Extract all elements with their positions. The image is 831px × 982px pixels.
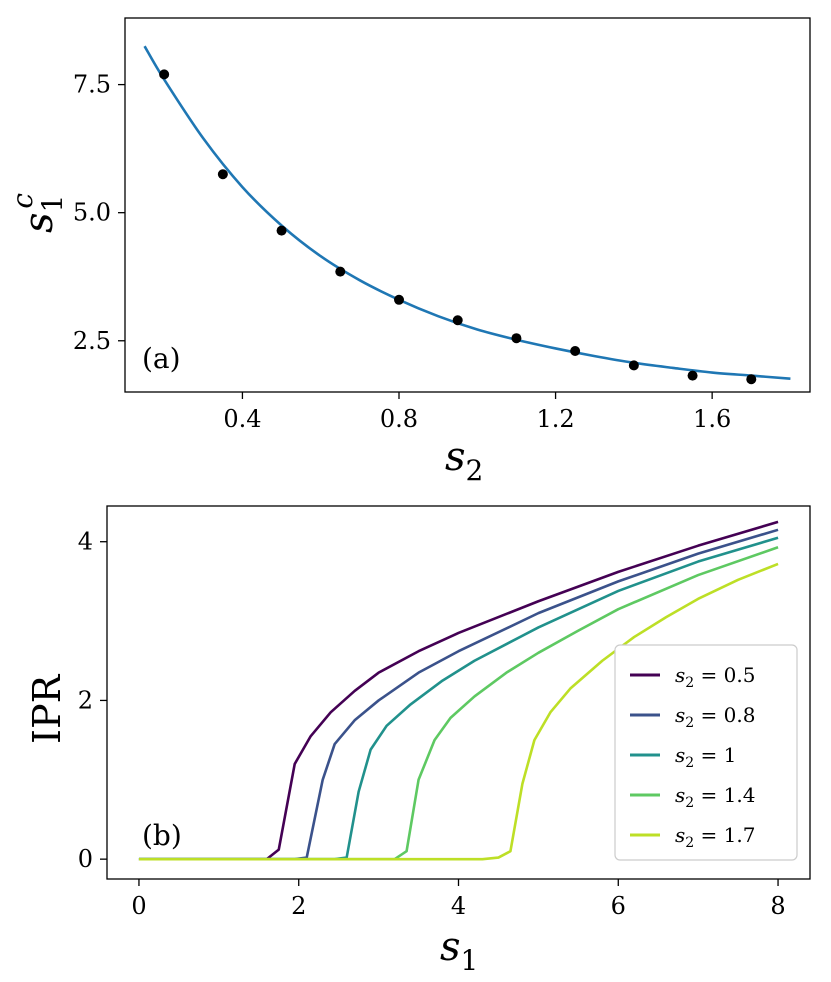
panel-b-lines xyxy=(138,520,779,861)
panel-a-xlabel-main: s xyxy=(445,434,466,480)
legend-label-3: s2 = 1 xyxy=(675,743,736,771)
panel-b-x-tick-label: 0 xyxy=(131,892,146,920)
panel-b-y-tick-label: 0 xyxy=(78,845,93,873)
legend-label-2: s2 = 0.8 xyxy=(675,703,755,731)
panel-a-y-tick-label: 7.5 xyxy=(73,71,111,99)
panel-a-y-ticks: 2.5 5.0 7.5 xyxy=(73,71,125,355)
panel-b-series-line-1 xyxy=(138,520,779,861)
panel-b-legend: s2 = 0.5 s2 = 0.8 s2 = 1 s2 = 1.4 s2 = 1.7 xyxy=(614,644,798,861)
panel-b-x-tick-label: 2 xyxy=(291,892,306,920)
panel-a-data-point xyxy=(335,266,346,277)
panel-a-data-point xyxy=(570,346,581,357)
panel-b-x-tick-label: 6 xyxy=(611,892,626,920)
panel-a-x-tick-label: 0.8 xyxy=(380,405,418,433)
legend-items: s2 = 0.5 s2 = 0.8 s2 = 1 s2 = 1.4 s2 = 1.7 xyxy=(630,663,755,851)
panel-b-xlabel-sub: 1 xyxy=(461,944,479,977)
panel-a-y-tick-label: 5.0 xyxy=(73,199,111,227)
panel-a-xlabel: s2 xyxy=(445,434,483,487)
panel-a-x-tick-label: 0.4 xyxy=(223,405,261,433)
panel-a-ylabel: s1c xyxy=(6,193,69,233)
panel-a-ylabel-main: s xyxy=(16,212,62,233)
legend-box xyxy=(614,644,798,861)
panel-a-data-point xyxy=(217,169,228,180)
panel-a-frame xyxy=(124,17,811,393)
panel-a-xlabel-sub: 2 xyxy=(466,454,484,487)
panel-a-data-point xyxy=(452,315,463,326)
panel-a-data-point xyxy=(511,333,522,344)
panel-a-data-point xyxy=(746,374,757,385)
panel-a-x-ticks: 0.4 0.8 1.2 1.6 xyxy=(223,392,731,433)
panel-a-ylabel-sub: 1 xyxy=(36,195,69,213)
panel-a-label: (a) xyxy=(142,342,181,375)
panel-a-data-point xyxy=(276,225,287,236)
panel-b-x-ticks: 0 2 4 6 8 xyxy=(131,879,786,920)
panel-b-xlabel: s1 xyxy=(440,924,478,977)
panel-a-data-point xyxy=(628,360,639,371)
panel-b-label: (b) xyxy=(142,819,182,852)
panel-a-points xyxy=(159,69,757,385)
panel-b-y-tick-label: 2 xyxy=(78,686,93,714)
legend-label-4: s2 = 1.4 xyxy=(675,783,755,811)
panel-a-data-point xyxy=(394,294,404,305)
legend-label-5: s2 = 1.7 xyxy=(675,823,755,851)
panel-a-fit-curve xyxy=(143,45,791,380)
panel-b-y-tick-label: 4 xyxy=(78,528,93,556)
panel-b-series-line-4 xyxy=(138,546,779,861)
panel-a: 0.4 0.8 1.2 1.6 2.55.07.5 (a) s2 s1c xyxy=(6,17,811,487)
panel-b-series-line-2 xyxy=(138,528,779,861)
panel-a-data-point xyxy=(159,69,170,80)
panel-a-ylabel-sup: c xyxy=(6,193,39,209)
panel-a-x-tick-label: 1.6 xyxy=(693,405,731,433)
panel-b-x-tick-label: 8 xyxy=(770,892,785,920)
panel-a-data-point xyxy=(687,370,698,381)
panel-a-fit-curve-group xyxy=(143,45,791,380)
panel-b-xlabel-main: s xyxy=(440,924,461,970)
panel-a-y-tick-label: 2.5 xyxy=(73,327,111,355)
panel-a-x-tick-label: 1.2 xyxy=(536,405,574,433)
svg-text:s1c: s1c xyxy=(6,193,69,233)
panel-b-ylabel: IPR xyxy=(25,673,69,744)
legend-label-1: s2 = 0.5 xyxy=(675,663,755,691)
panel-b-series-line-3 xyxy=(138,536,779,861)
panel-b-y-ticks: 0 2 4 xyxy=(78,528,107,873)
panel-b-ylabel-group: IPR xyxy=(25,673,69,744)
panel-b-x-tick-label: 4 xyxy=(451,892,466,920)
panel-b-series-line-5 xyxy=(138,562,779,861)
